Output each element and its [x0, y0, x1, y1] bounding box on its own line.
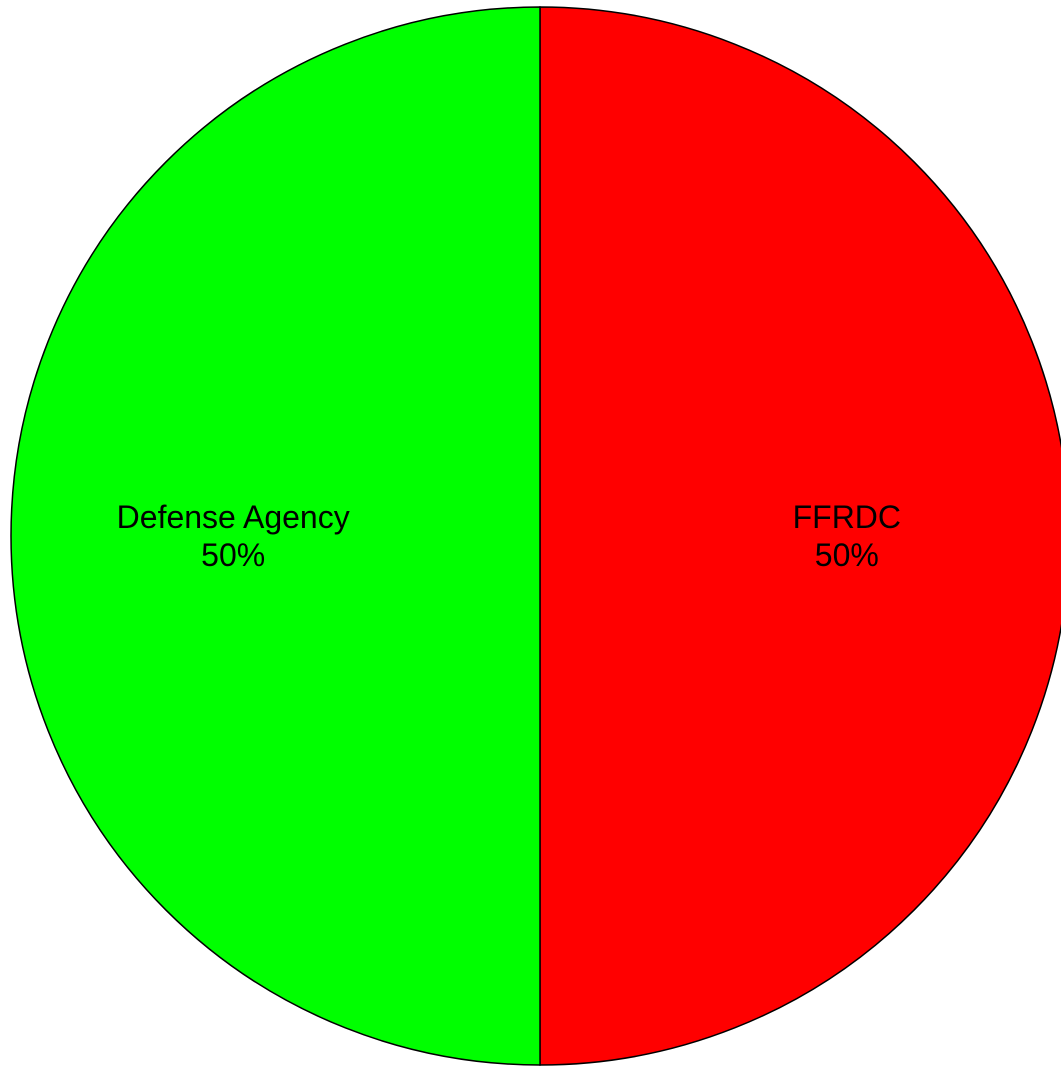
slice-label-ffrdc: FFRDC 50% [793, 499, 901, 573]
pie-labels: FFRDC 50%Defense Agency 50% [117, 499, 901, 573]
slice-percent: 50% [815, 537, 879, 573]
pie-slices [10, 6, 1061, 1066]
slice-label-defense-agency: Defense Agency 50% [117, 499, 350, 573]
slice-name: Defense Agency [117, 499, 350, 535]
slice-percent: 50% [201, 537, 265, 573]
pie-slice-ffrdc [539, 6, 1061, 1066]
pie-slice-defense-agency [10, 6, 541, 1066]
slice-name: FFRDC [793, 499, 901, 535]
